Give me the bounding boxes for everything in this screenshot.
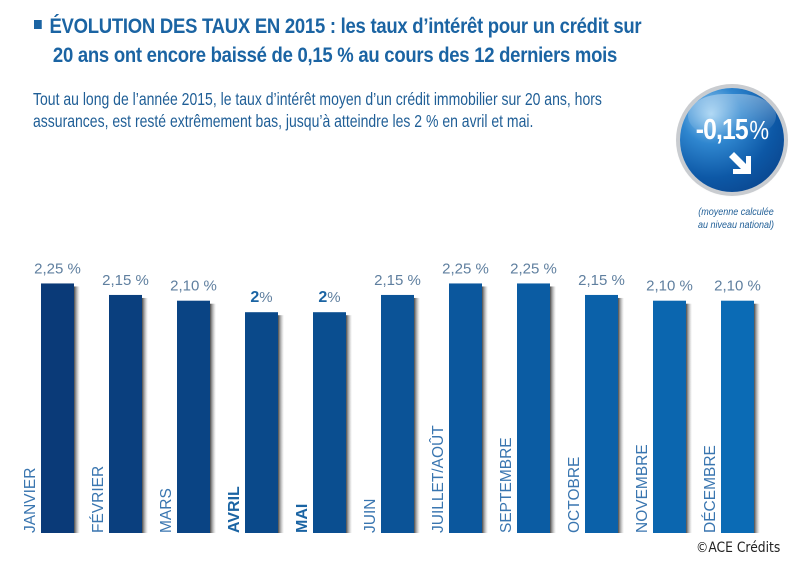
category-label: MAI [294, 504, 311, 533]
bar-shadow [346, 315, 352, 533]
value-label: 2% [318, 289, 340, 306]
category-label: AVRIL [226, 486, 243, 533]
title-bullet-icon [34, 20, 42, 29]
intro-text: Tout au long de l’année 2015, le taux d’… [33, 88, 602, 132]
bar-shadow [210, 303, 216, 533]
bar-8 [517, 283, 550, 533]
bar-shadow [414, 297, 420, 533]
bar-shadow [278, 315, 284, 533]
copyright-credit: ©ACE Crédits [696, 540, 781, 556]
value-label: 2,15 % [102, 272, 149, 289]
chart-title: ÉVOLUTION DES TAUX EN 2015 : les taux d’… [34, 12, 653, 70]
change-badge: -0,15% [680, 88, 784, 192]
value-label: 2,25 % [510, 260, 557, 277]
category-label: OCTOBRE [566, 457, 583, 533]
bar-6 [381, 294, 414, 533]
badge-value-number: -0,15 [695, 114, 749, 146]
value-label: 2,15 % [578, 272, 625, 289]
bar-shadow [686, 303, 692, 533]
badge-value: -0,15% [688, 114, 776, 147]
bar-4 [245, 312, 278, 533]
value-label: 2,10 % [714, 278, 761, 295]
value-label: 2% [250, 289, 272, 306]
value-label: 2,25 % [442, 260, 489, 277]
badge-note-line-1: (moyenne calculée [698, 207, 774, 218]
bar-shadow [550, 286, 556, 533]
bar-shadow [142, 297, 148, 533]
value-label: 2,10 % [646, 278, 693, 295]
badge-note: (moyenne calculée au niveau national) [687, 206, 786, 232]
category-label: NOVEMBRE [634, 444, 651, 533]
bar-shadow [482, 286, 488, 533]
bar-2 [109, 294, 142, 533]
bar-shadow [754, 303, 760, 533]
badge-note-line-2: au niveau national) [697, 220, 775, 231]
title-line-2: 20 ans ont encore baissé de 0,15 % au co… [52, 43, 618, 67]
intro-line-2: assurances, est resté extrêmement bas, j… [33, 111, 534, 131]
bar-10 [653, 300, 686, 533]
bar-chart: 2,25 % JANVIER 2,15 % FÉVRIER 2,10 % MARS 2% AV… [22, 260, 761, 533]
category-label: DÉCEMBRE [702, 445, 719, 533]
arrow-down-right-icon [729, 152, 751, 174]
category-label: JUILLET/AOÛT [430, 425, 447, 533]
title-line-1: ÉVOLUTION DES TAUX EN 2015 : les taux d’… [49, 14, 642, 38]
category-label: FÉVRIER [90, 466, 107, 533]
bar-shadow [74, 286, 80, 533]
value-label: 2,15 % [374, 272, 421, 289]
category-label: JANVIER [22, 468, 39, 533]
bar-9 [585, 294, 618, 533]
bar-shadow [618, 297, 624, 533]
bar-1 [41, 283, 74, 533]
value-label: 2,10 % [170, 278, 217, 295]
bar-11 [721, 300, 754, 533]
badge-value-unit: % [749, 115, 769, 145]
bar-3 [177, 300, 210, 533]
bar-7 [449, 283, 482, 533]
category-label: JUIN [362, 499, 379, 533]
bar-5 [313, 312, 346, 533]
category-label: MARS [158, 488, 175, 533]
intro-line-1: Tout au long de l’année 2015, le taux d’… [33, 89, 602, 109]
category-label: SEPTEMBRE [498, 437, 515, 533]
value-label: 2,25 % [34, 260, 81, 277]
